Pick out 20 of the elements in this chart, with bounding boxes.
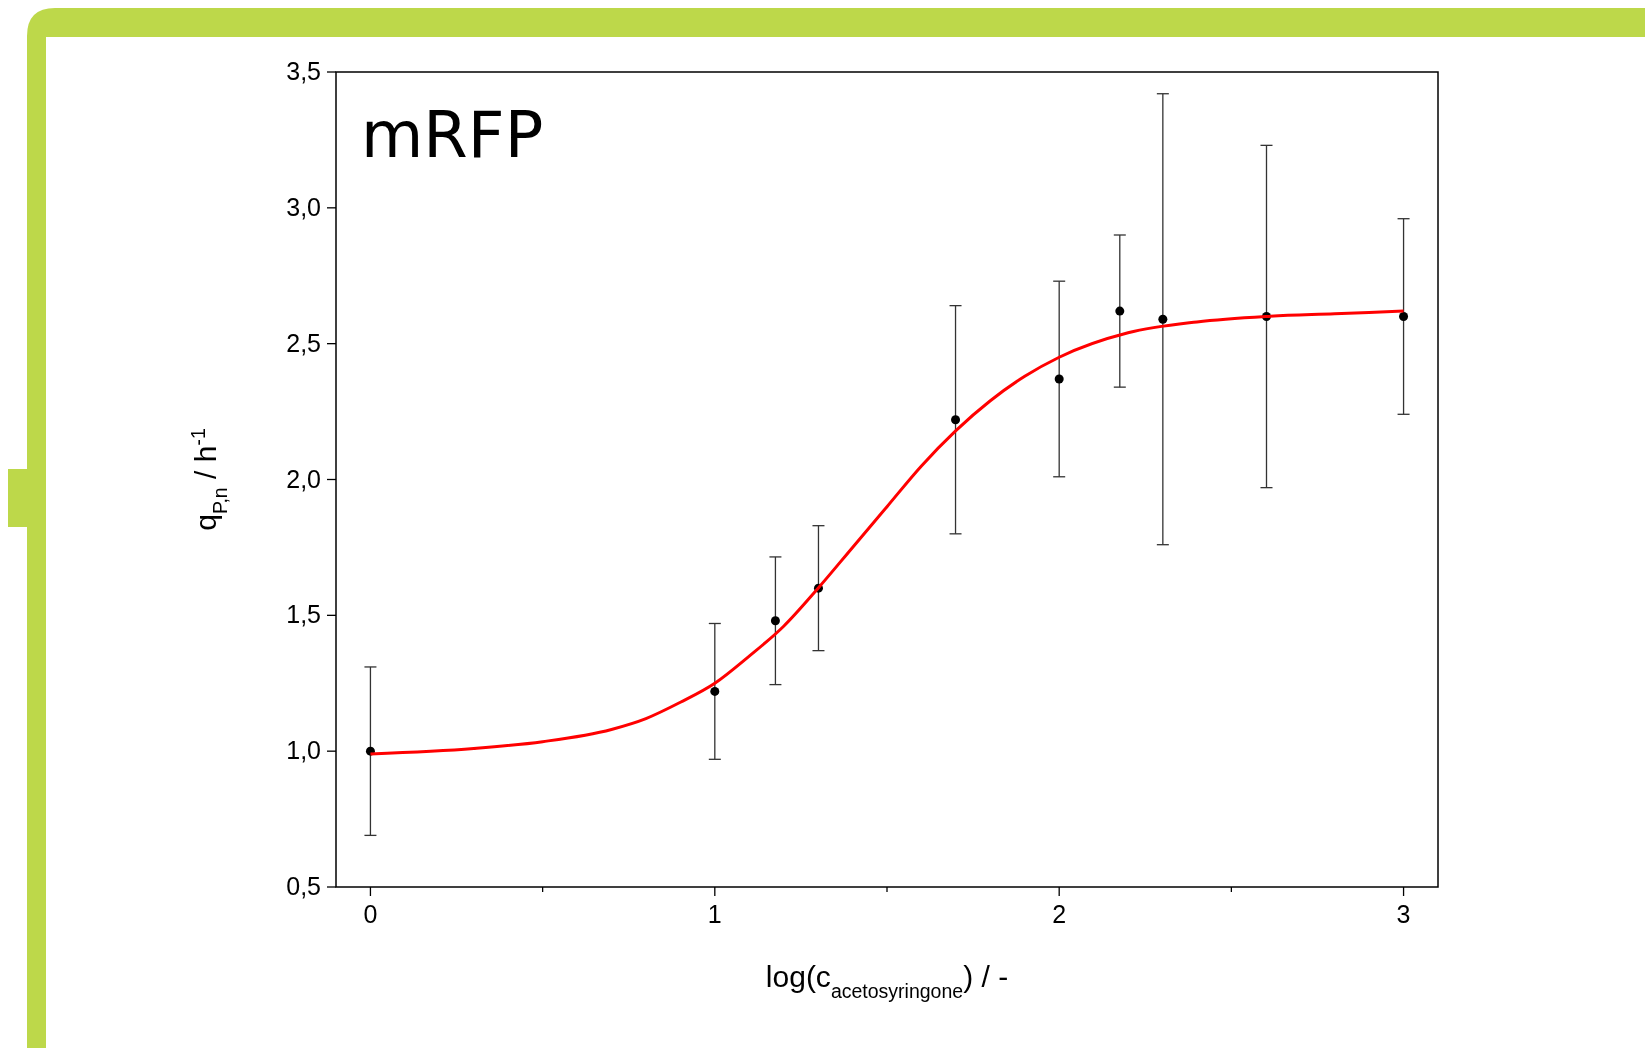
y-tick-label: 2,0 [286, 464, 321, 493]
x-tick-label: 3 [1396, 900, 1411, 928]
point [1158, 314, 1168, 324]
point [1115, 306, 1125, 316]
y-tick-label: 2,5 [286, 328, 321, 357]
point [951, 415, 961, 425]
x-tick-label: 1 [707, 900, 722, 928]
point [1399, 312, 1409, 321]
y-tick-label: 1,0 [286, 736, 321, 765]
x-tick-label: 2 [1052, 900, 1067, 928]
y-tick-label: 1,5 [286, 600, 321, 629]
point [1054, 374, 1064, 384]
y-tick-label: 0,5 [286, 872, 321, 900]
x-tick-label: 0 [363, 900, 378, 928]
y-tick-label: 3,5 [286, 57, 321, 85]
annotation: mRFP [361, 98, 544, 172]
point [770, 616, 780, 626]
x-axis-title: log(c$_{acetosyringone}$) / - [765, 960, 1009, 1002]
y-tick-label: 3,0 [286, 192, 321, 221]
point [710, 686, 720, 696]
